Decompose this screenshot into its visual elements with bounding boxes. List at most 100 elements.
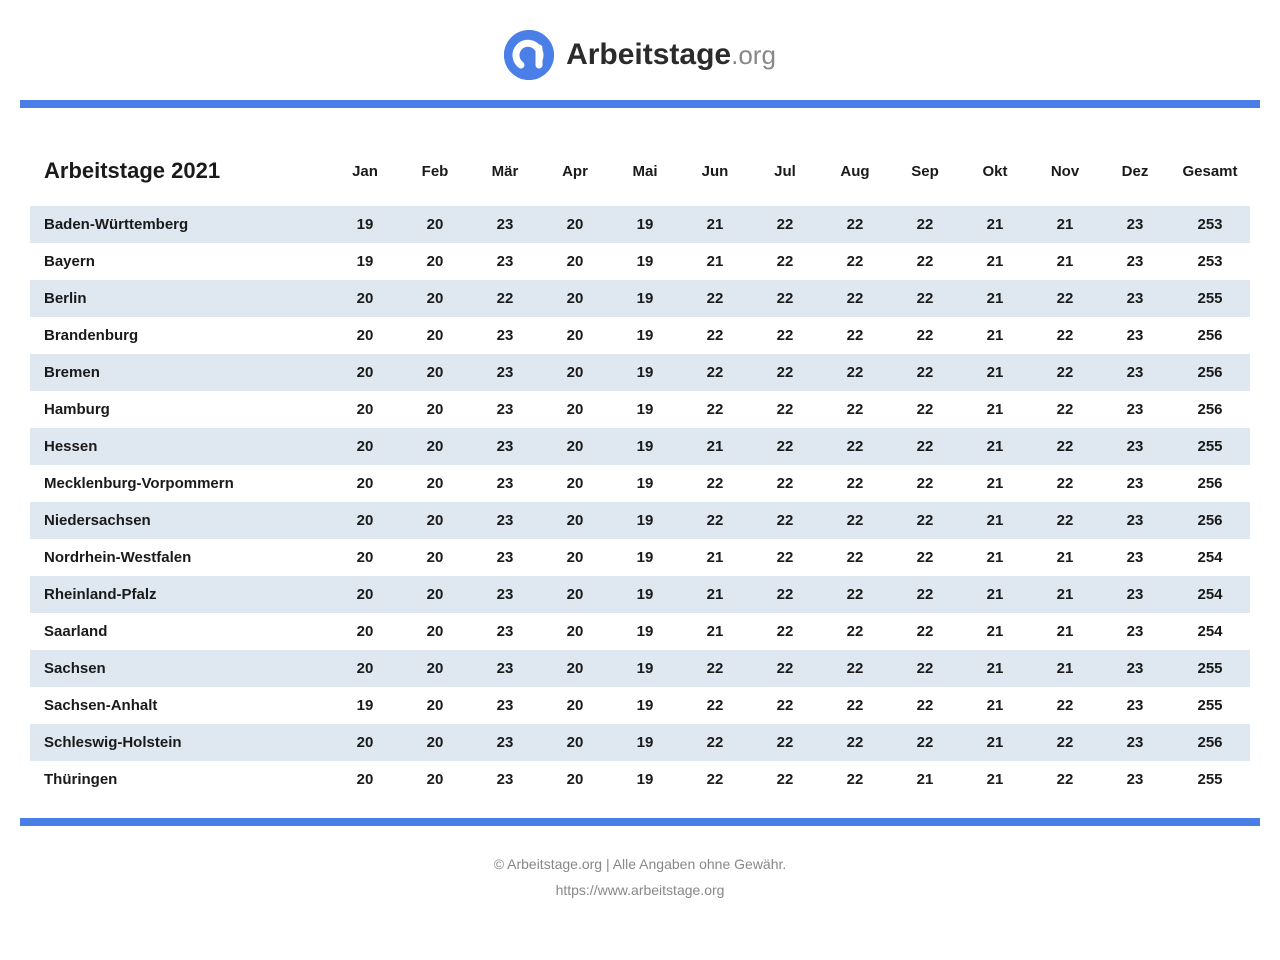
state-cell: Niedersachsen	[30, 502, 330, 539]
value-cell: 22	[820, 465, 890, 502]
state-cell: Rheinland-Pfalz	[30, 576, 330, 613]
state-cell: Brandenburg	[30, 317, 330, 354]
value-cell: 19	[610, 206, 680, 243]
table-row: Nordrhein-Westfalen202023201921222222212…	[30, 539, 1250, 576]
value-cell: 23	[1100, 576, 1170, 613]
value-cell: 256	[1170, 465, 1250, 502]
value-cell: 21	[1030, 243, 1100, 280]
value-cell: 19	[610, 280, 680, 317]
value-cell: 19	[610, 243, 680, 280]
value-cell: 23	[470, 354, 540, 391]
value-cell: 21	[1030, 539, 1100, 576]
state-cell: Saarland	[30, 613, 330, 650]
value-cell: 21	[960, 428, 1030, 465]
value-cell: 20	[400, 761, 470, 798]
value-cell: 20	[540, 576, 610, 613]
value-cell: 19	[610, 687, 680, 724]
value-cell: 20	[400, 465, 470, 502]
value-cell: 254	[1170, 613, 1250, 650]
logo-text: Arbeitstage.org	[566, 38, 776, 72]
value-cell: 23	[1100, 724, 1170, 761]
value-cell: 21	[680, 576, 750, 613]
value-cell: 21	[960, 354, 1030, 391]
value-cell: 22	[1030, 724, 1100, 761]
value-cell: 256	[1170, 724, 1250, 761]
table-header-row: Arbeitstage 2021 JanFebMärAprMaiJunJulAu…	[30, 148, 1250, 206]
value-cell: 21	[960, 243, 1030, 280]
value-cell: 23	[470, 724, 540, 761]
value-cell: 254	[1170, 576, 1250, 613]
col-head-mai: Mai	[610, 148, 680, 206]
bottom-rule	[20, 818, 1260, 826]
value-cell: 20	[400, 206, 470, 243]
value-cell: 19	[610, 576, 680, 613]
value-cell: 23	[1100, 354, 1170, 391]
value-cell: 23	[470, 243, 540, 280]
value-cell: 20	[540, 687, 610, 724]
value-cell: 22	[890, 650, 960, 687]
logo-icon	[504, 30, 554, 80]
value-cell: 19	[330, 206, 400, 243]
value-cell: 20	[400, 724, 470, 761]
footer: © Arbeitstage.org | Alle Angaben ohne Ge…	[20, 826, 1260, 898]
table-row: Thüringen202023201922222221212223255	[30, 761, 1250, 798]
value-cell: 19	[610, 724, 680, 761]
footer-url: https://www.arbeitstage.org	[20, 882, 1260, 898]
value-cell: 20	[540, 465, 610, 502]
page: Arbeitstage.org Arbeitstage 2021 JanFebM…	[0, 0, 1280, 938]
table-row: Sachsen202023201922222222212123255	[30, 650, 1250, 687]
value-cell: 256	[1170, 317, 1250, 354]
value-cell: 22	[750, 650, 820, 687]
table-row: Brandenburg202023201922222222212223256	[30, 317, 1250, 354]
value-cell: 22	[820, 613, 890, 650]
value-cell: 23	[1100, 428, 1170, 465]
value-cell: 23	[470, 465, 540, 502]
value-cell: 22	[1030, 428, 1100, 465]
value-cell: 19	[610, 539, 680, 576]
value-cell: 20	[330, 613, 400, 650]
value-cell: 21	[680, 243, 750, 280]
value-cell: 22	[750, 576, 820, 613]
col-head-mär: Mär	[470, 148, 540, 206]
value-cell: 254	[1170, 539, 1250, 576]
value-cell: 23	[1100, 650, 1170, 687]
value-cell: 23	[470, 317, 540, 354]
value-cell: 21	[960, 613, 1030, 650]
value-cell: 22	[680, 465, 750, 502]
value-cell: 20	[330, 317, 400, 354]
col-head-jan: Jan	[330, 148, 400, 206]
col-head-feb: Feb	[400, 148, 470, 206]
value-cell: 20	[400, 280, 470, 317]
logo: Arbeitstage.org	[504, 30, 776, 80]
value-cell: 256	[1170, 391, 1250, 428]
col-head-gesamt: Gesamt	[1170, 148, 1250, 206]
value-cell: 22	[820, 206, 890, 243]
workdays-table: Arbeitstage 2021 JanFebMärAprMaiJunJulAu…	[30, 148, 1250, 798]
value-cell: 20	[540, 724, 610, 761]
value-cell: 20	[540, 761, 610, 798]
value-cell: 23	[470, 761, 540, 798]
value-cell: 22	[820, 428, 890, 465]
value-cell: 20	[330, 502, 400, 539]
value-cell: 23	[470, 206, 540, 243]
value-cell: 22	[750, 687, 820, 724]
value-cell: 23	[470, 576, 540, 613]
table-row: Rheinland-Pfalz2020232019212222222121232…	[30, 576, 1250, 613]
state-cell: Bayern	[30, 243, 330, 280]
value-cell: 22	[890, 502, 960, 539]
state-cell: Hessen	[30, 428, 330, 465]
value-cell: 22	[820, 243, 890, 280]
state-cell: Thüringen	[30, 761, 330, 798]
value-cell: 20	[540, 502, 610, 539]
value-cell: 22	[890, 391, 960, 428]
value-cell: 23	[1100, 465, 1170, 502]
value-cell: 21	[1030, 650, 1100, 687]
value-cell: 19	[610, 613, 680, 650]
col-head-dez: Dez	[1100, 148, 1170, 206]
table-row: Saarland202023201921222222212123254	[30, 613, 1250, 650]
value-cell: 20	[330, 465, 400, 502]
value-cell: 20	[540, 280, 610, 317]
value-cell: 22	[750, 206, 820, 243]
value-cell: 22	[750, 465, 820, 502]
value-cell: 23	[1100, 280, 1170, 317]
